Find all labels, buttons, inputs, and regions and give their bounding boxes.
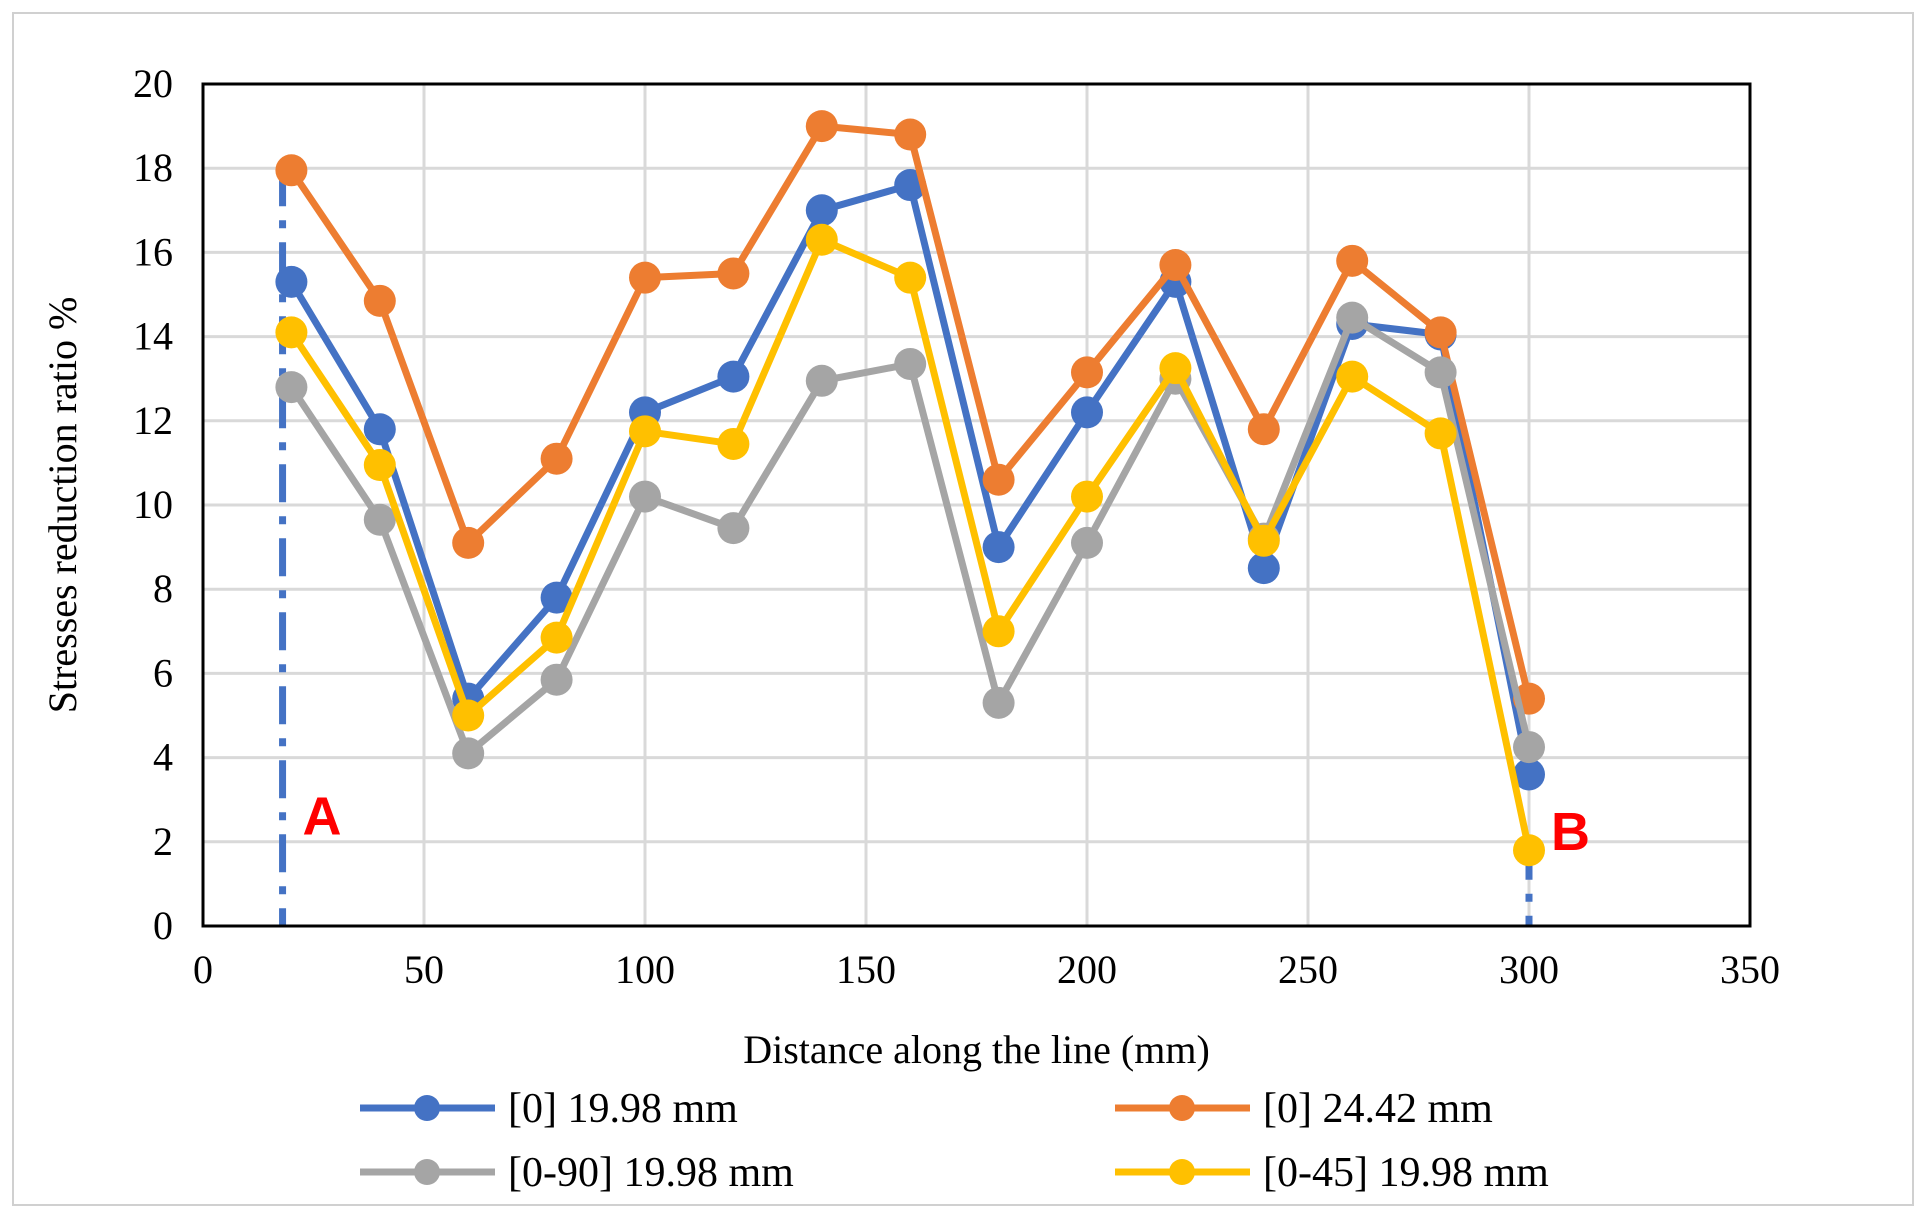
x-tick-label: 100 xyxy=(615,947,675,992)
y-axis-title: Stresses reduction ratio % xyxy=(40,297,85,714)
data-point xyxy=(894,118,927,151)
series-line xyxy=(288,122,1533,700)
data-point xyxy=(275,265,308,298)
data-point xyxy=(894,261,927,294)
data-point xyxy=(629,480,661,513)
data-point xyxy=(894,347,927,380)
x-tick-label: 200 xyxy=(1057,947,1117,992)
x-tick-label: 150 xyxy=(836,947,896,992)
plot-area-border xyxy=(201,82,1752,928)
legend-label: [0] 24.42 mm xyxy=(1263,1086,1493,1132)
data-point xyxy=(982,531,1015,564)
legend-label: [0-45] 19.98 mm xyxy=(1263,1150,1549,1196)
legend-label: [0] 19.98 mm xyxy=(508,1086,738,1132)
legend-marker xyxy=(1169,1095,1195,1121)
data-point xyxy=(1159,352,1192,385)
x-tick-label: 300 xyxy=(1499,947,1559,992)
y-tick-label: 2 xyxy=(153,819,173,864)
data-point xyxy=(1513,758,1545,791)
data-point xyxy=(1247,552,1280,585)
data-point xyxy=(275,316,308,349)
x-tick-label: 50 xyxy=(404,947,444,992)
data-point xyxy=(629,415,661,448)
data-point xyxy=(1513,834,1545,867)
data-point xyxy=(805,223,838,256)
y-tick-label: 16 xyxy=(133,229,173,274)
data-point xyxy=(982,686,1015,719)
data-point xyxy=(540,621,573,654)
data-point xyxy=(540,581,573,614)
data-point xyxy=(805,110,838,143)
data-point xyxy=(540,442,573,475)
x-tick-label: 350 xyxy=(1720,947,1780,992)
data-point xyxy=(1247,524,1280,557)
data-point xyxy=(1424,356,1457,389)
annotation-label-a: A xyxy=(303,787,342,847)
data-point xyxy=(1071,356,1103,389)
data-point xyxy=(1071,480,1103,513)
x-tick-label: 250 xyxy=(1278,947,1338,992)
series-2 xyxy=(275,110,1545,715)
data-point xyxy=(452,526,485,559)
x-axis-title: Distance along the line (mm) xyxy=(743,1027,1210,1072)
legend-marker xyxy=(1169,1159,1195,1185)
y-tick-label: 18 xyxy=(133,145,173,190)
y-tick-label: 0 xyxy=(153,903,173,948)
data-point xyxy=(1336,244,1369,277)
y-tick-label: 6 xyxy=(153,650,173,695)
series-lines xyxy=(275,110,1545,867)
annotation-label-b: B xyxy=(1551,802,1590,862)
y-tick-label: 14 xyxy=(133,314,173,359)
chart-frame xyxy=(12,12,1914,1206)
data-point xyxy=(1513,731,1545,764)
legend-item-3: [0-90] 19.98 mm xyxy=(360,1150,794,1196)
data-point xyxy=(717,360,750,393)
data-point xyxy=(452,699,485,732)
data-point xyxy=(540,663,573,696)
series-4 xyxy=(275,223,1545,867)
legend-item-4: [0-45] 19.98 mm xyxy=(1115,1150,1549,1196)
y-tick-label: 12 xyxy=(133,398,173,443)
data-point xyxy=(363,449,396,482)
data-point xyxy=(1336,360,1369,393)
legend-label: [0-90] 19.98 mm xyxy=(508,1150,794,1196)
series-1 xyxy=(275,169,1545,791)
data-point xyxy=(1071,396,1103,429)
legend: [0] 19.98 mm [0] 24.42 mm [0-90] 19.98 mm [… xyxy=(360,1086,1549,1196)
data-point xyxy=(805,194,838,227)
data-point xyxy=(363,413,396,446)
legend-marker xyxy=(414,1095,440,1121)
data-point xyxy=(452,737,485,770)
legend-item-2: [0] 24.42 mm xyxy=(1115,1086,1493,1132)
data-point xyxy=(1424,316,1457,349)
data-point xyxy=(629,261,661,294)
data-point xyxy=(275,371,308,404)
legend-marker xyxy=(414,1159,440,1185)
data-point xyxy=(717,257,750,290)
x-tick-label: 0 xyxy=(193,947,213,992)
data-point xyxy=(363,503,396,536)
data-point xyxy=(805,364,838,397)
data-point xyxy=(1424,417,1457,450)
y-tick-label: 8 xyxy=(153,566,173,611)
y-tick-label: 20 xyxy=(133,61,173,106)
data-point xyxy=(717,512,750,545)
y-tick-label: 4 xyxy=(153,735,173,780)
data-point xyxy=(363,284,396,317)
data-point xyxy=(1071,526,1103,559)
data-point xyxy=(275,154,308,187)
data-point xyxy=(982,615,1015,648)
data-point xyxy=(1247,413,1280,446)
y-tick-label: 10 xyxy=(133,482,173,527)
data-point xyxy=(1336,301,1369,334)
data-point xyxy=(1159,249,1192,282)
legend-item-1: [0] 19.98 mm xyxy=(360,1086,738,1132)
data-point xyxy=(717,427,750,460)
data-point xyxy=(982,463,1015,496)
